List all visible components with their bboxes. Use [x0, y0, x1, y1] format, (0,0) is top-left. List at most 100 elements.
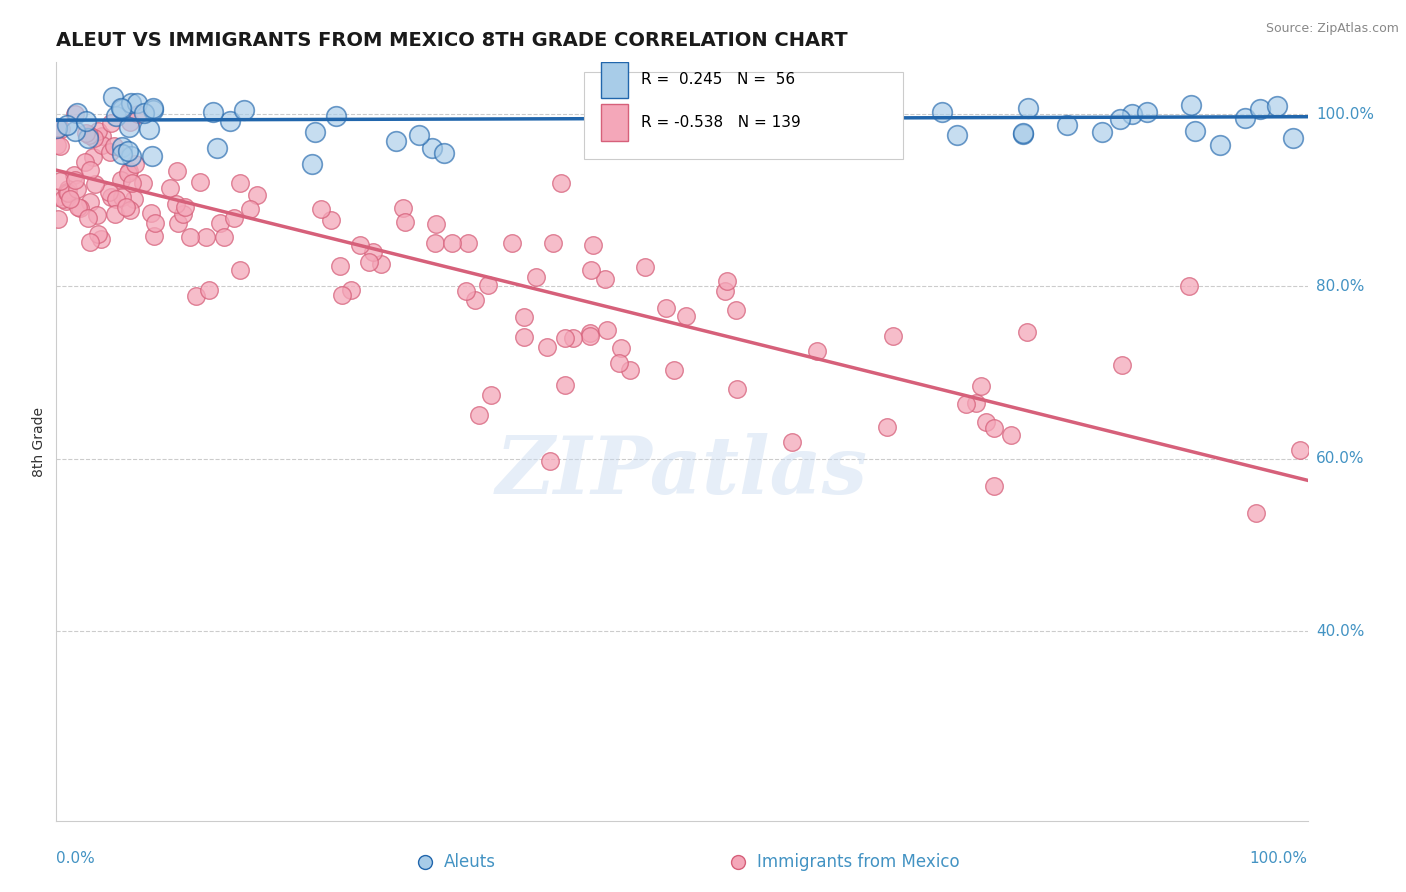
Point — [87, 124, 110, 138]
Point — [132, 176, 155, 190]
Point — [77, 130, 100, 145]
Point — [1180, 98, 1202, 112]
Point — [219, 114, 242, 128]
Point — [198, 283, 221, 297]
Point — [142, 101, 165, 115]
Point — [724, 302, 747, 317]
Point — [1056, 118, 1078, 132]
Point — [69, 201, 91, 215]
Point — [1289, 443, 1312, 458]
Point — [46, 121, 69, 136]
Point — [118, 120, 141, 134]
Point — [538, 454, 561, 468]
Point — [52, 192, 75, 206]
Point — [1017, 101, 1039, 115]
Point — [501, 236, 523, 251]
Text: R = -0.538   N = 139: R = -0.538 N = 139 — [641, 115, 800, 130]
Bar — [600, 62, 628, 98]
Point — [357, 254, 380, 268]
Point — [983, 421, 1005, 435]
Point — [806, 344, 828, 359]
Point — [394, 215, 416, 229]
Point — [1233, 111, 1256, 125]
Point — [115, 200, 138, 214]
Point — [205, 141, 228, 155]
Point — [1249, 103, 1271, 117]
Point — [90, 138, 112, 153]
Point — [513, 310, 536, 324]
Point — [239, 202, 262, 216]
Point — [662, 363, 685, 377]
Point — [716, 274, 738, 288]
Point — [142, 229, 165, 244]
Point — [165, 197, 187, 211]
Point — [1121, 107, 1143, 121]
Point — [142, 103, 165, 117]
Text: 60.0%: 60.0% — [1316, 451, 1364, 467]
Point — [780, 435, 803, 450]
Point — [408, 128, 430, 143]
Text: ZIPatlas: ZIPatlas — [496, 434, 868, 510]
Point — [120, 115, 142, 129]
Point — [166, 216, 188, 230]
Point — [87, 227, 110, 242]
Point — [464, 293, 486, 307]
Point — [46, 138, 69, 153]
Point — [349, 237, 371, 252]
Point — [770, 132, 793, 146]
Point — [179, 230, 201, 244]
Point — [190, 176, 212, 190]
Point — [65, 173, 87, 187]
Point — [595, 272, 617, 286]
Point — [66, 200, 89, 214]
Point — [457, 236, 479, 251]
Point — [65, 107, 87, 121]
Point — [111, 190, 134, 204]
Point — [328, 260, 350, 274]
Point — [370, 257, 392, 271]
Point — [186, 289, 208, 303]
Point — [321, 212, 343, 227]
Point — [1209, 137, 1232, 152]
Point — [946, 128, 969, 142]
Point — [63, 124, 86, 138]
Point — [633, 139, 655, 153]
Point — [1184, 124, 1206, 138]
Point — [174, 200, 197, 214]
Point — [955, 397, 977, 411]
Point — [159, 181, 181, 195]
Point — [860, 96, 883, 111]
Point — [1178, 278, 1201, 293]
Point — [59, 192, 82, 206]
Point — [104, 109, 127, 123]
Point — [100, 190, 122, 204]
Text: Immigrants from Mexico: Immigrants from Mexico — [756, 854, 960, 871]
Point — [79, 128, 101, 142]
Point — [86, 209, 108, 223]
Bar — [600, 104, 628, 141]
Point — [46, 212, 69, 227]
Point — [839, 116, 862, 130]
Point — [63, 168, 86, 182]
Point — [110, 101, 132, 115]
Point — [56, 119, 79, 133]
Point — [232, 103, 254, 118]
Point — [117, 145, 139, 159]
Point — [634, 260, 657, 274]
Point — [111, 102, 134, 116]
Point — [970, 379, 993, 393]
Point — [392, 201, 415, 215]
Point — [66, 106, 89, 120]
Point — [121, 176, 143, 190]
Point — [1012, 127, 1035, 141]
Point — [524, 270, 547, 285]
Point — [423, 236, 446, 251]
Point — [229, 176, 252, 190]
Point — [477, 278, 499, 293]
Point — [983, 479, 1005, 493]
Point — [122, 192, 145, 206]
Point — [75, 114, 97, 128]
Point — [143, 216, 166, 230]
Point — [1265, 99, 1288, 113]
Point — [325, 109, 347, 123]
